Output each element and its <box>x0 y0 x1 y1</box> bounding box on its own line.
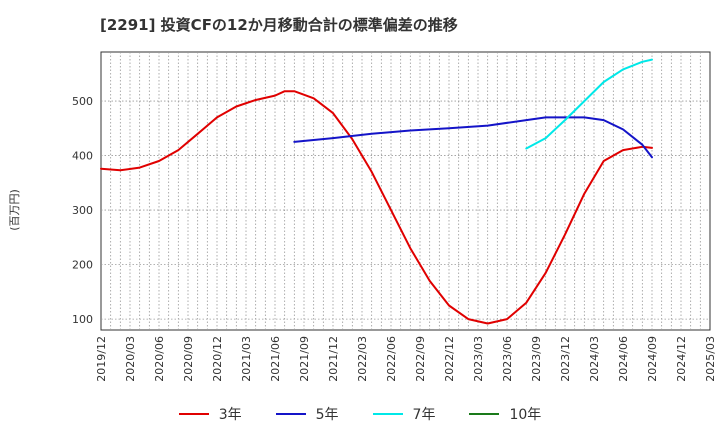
x-tick-label: 2022/06 <box>385 336 398 382</box>
x-tick-label: 2023/03 <box>472 336 485 382</box>
legend: 3年 5年 7年 10年 <box>0 404 720 424</box>
x-tick-label: 2019/12 <box>95 336 108 382</box>
x-tick-label: 2024/12 <box>675 336 688 382</box>
legend-item: 3年 <box>178 404 242 424</box>
legend-label: 7年 <box>412 407 436 423</box>
y-tick-label: 100 <box>72 313 93 326</box>
legend-label: 3年 <box>218 407 242 423</box>
x-tick-label: 2020/12 <box>211 336 224 382</box>
chart-title: [2291] 投資CFの12か月移動合計の標準偏差の推移 <box>100 16 458 34</box>
x-tick-label: 2021/03 <box>240 336 253 382</box>
legend-swatch <box>178 413 209 415</box>
x-tick-label: 2022/09 <box>414 336 427 382</box>
series-line <box>525 58 653 150</box>
legend-label: 10年 <box>509 407 542 423</box>
legend-item: 10年 <box>469 404 541 424</box>
legend-item: 7年 <box>372 404 436 424</box>
x-tick-label: 2024/09 <box>646 336 659 382</box>
x-tick-label: 2021/12 <box>327 336 340 382</box>
x-tick-label: 2020/06 <box>153 336 166 382</box>
x-tick-label: 2021/09 <box>298 336 311 382</box>
legend-item: 5年 <box>275 404 339 424</box>
plot-area <box>100 51 711 331</box>
x-tick-label: 2020/09 <box>182 336 195 382</box>
y-tick-label: 200 <box>72 259 93 272</box>
x-tick-label: 2023/12 <box>559 336 572 382</box>
x-tick-labels: 2019/12 2020/03 2020/06 2020/09 2020/12 2021/… <box>95 336 717 382</box>
legend-swatch <box>275 413 306 415</box>
x-tick-label: 2024/06 <box>617 336 630 382</box>
x-tick-label: 2024/03 <box>588 336 601 382</box>
x-tick-label: 2023/09 <box>530 336 543 382</box>
x-tick-label: 2020/03 <box>124 336 137 382</box>
series-lines <box>100 58 653 325</box>
legend-swatch <box>372 413 403 415</box>
series-line <box>100 90 653 325</box>
x-tick-label: 2023/06 <box>501 336 514 382</box>
x-tick-label: 2022/03 <box>356 336 369 382</box>
x-tick-label: 2025/03 <box>704 336 717 382</box>
y-tick-label: 300 <box>72 204 93 217</box>
y-tick-labels: 100 200 300 400 500 <box>72 95 93 326</box>
legend-label: 5年 <box>315 407 339 423</box>
y-tick-label: 500 <box>72 95 93 108</box>
x-tick-label: 2021/06 <box>269 336 282 382</box>
y-tick-label: 400 <box>72 150 93 163</box>
x-tick-label: 2022/12 <box>443 336 456 382</box>
legend-swatch <box>469 413 500 415</box>
series-line <box>293 116 653 159</box>
